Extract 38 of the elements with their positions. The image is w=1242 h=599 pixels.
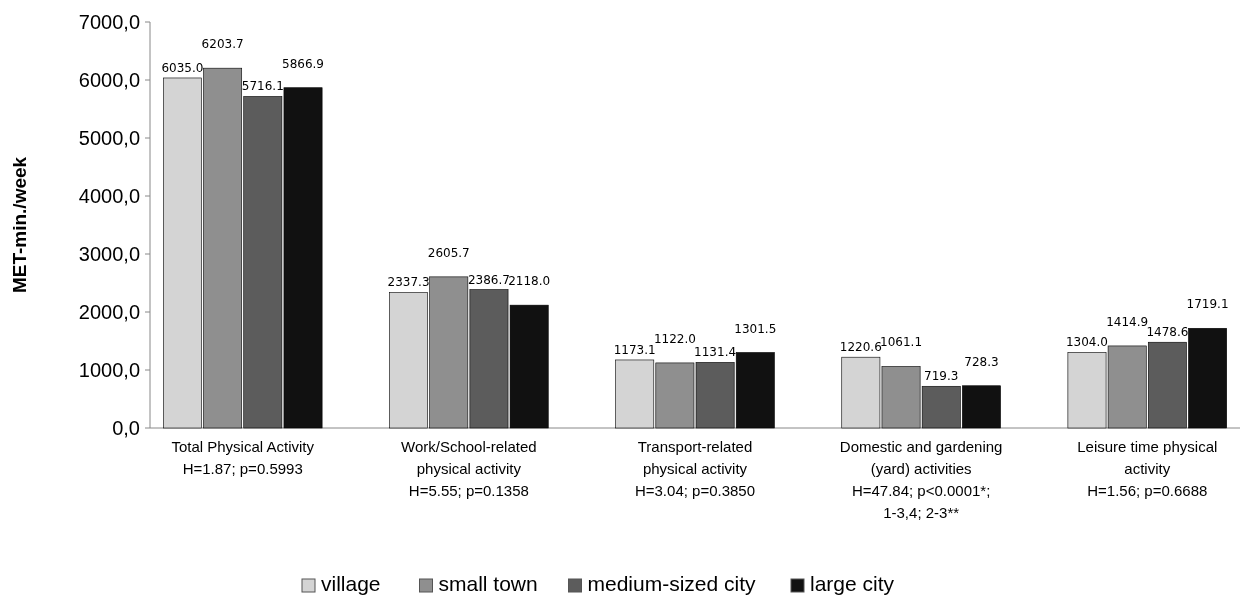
data-label: 719.3 bbox=[924, 369, 959, 384]
y-tick-label: 2000,0 bbox=[78, 301, 140, 323]
legend-label: small town bbox=[438, 572, 538, 595]
data-label: 728.3 bbox=[964, 354, 999, 369]
data-label: 1478.6 bbox=[1146, 325, 1189, 340]
data-label: 1061.1 bbox=[880, 335, 923, 350]
data-label: 2337.3 bbox=[387, 275, 430, 290]
y-tick-label: 0,0 bbox=[112, 417, 140, 439]
data-label: 1414.9 bbox=[1106, 314, 1149, 329]
y-axis-title: MET-min./week bbox=[9, 156, 30, 294]
x-tick-label: Leisure time physical activity H=1.56; p=0.6688 bbox=[1077, 438, 1218, 499]
data-label: 1173.1 bbox=[613, 342, 656, 357]
y-tick-label: 4000,0 bbox=[78, 185, 140, 207]
data-label: 1131.4 bbox=[694, 345, 737, 360]
data-label: 6035.0 bbox=[161, 60, 204, 75]
y-tick-label: 7000,0 bbox=[78, 11, 140, 33]
y-tick-label: 6000,0 bbox=[78, 69, 140, 91]
data-label: 2118.0 bbox=[508, 274, 551, 289]
data-label: 1304.0 bbox=[1065, 335, 1108, 350]
data-label: 1719.1 bbox=[1186, 297, 1229, 312]
x-tick-label: Domestic and gardening (yard) activities H=47.84; p<0.0001*; 1-3,4; 2-3** bbox=[839, 438, 1003, 521]
x-tick-label: Transport-related physical activity H=3.04; p=0.3850 bbox=[634, 438, 756, 499]
data-label: 2386.7 bbox=[467, 272, 510, 287]
data-label: 1301.5 bbox=[734, 321, 777, 336]
x-tick-label: Work/School-related physical activity H=5.55; p=0.1358 bbox=[401, 438, 537, 499]
data-label: 1122.0 bbox=[653, 331, 696, 346]
data-label: 6203.7 bbox=[201, 37, 244, 52]
data-label: 2605.7 bbox=[427, 245, 470, 260]
y-tick-label: 1000,0 bbox=[78, 359, 140, 381]
legend-label: village bbox=[321, 572, 381, 595]
x-tick-label: Total Physical Activity H=1.87; p=0.5993 bbox=[171, 438, 315, 477]
data-label: 1220.6 bbox=[839, 340, 882, 355]
legend-label: large city bbox=[810, 572, 895, 595]
data-label: 5866.9 bbox=[282, 56, 325, 71]
y-tick-label: 3000,0 bbox=[78, 243, 140, 265]
data-label: 5716.1 bbox=[241, 79, 284, 94]
y-tick-label: 5000,0 bbox=[78, 127, 140, 149]
legend-label: medium-sized city bbox=[587, 572, 757, 595]
